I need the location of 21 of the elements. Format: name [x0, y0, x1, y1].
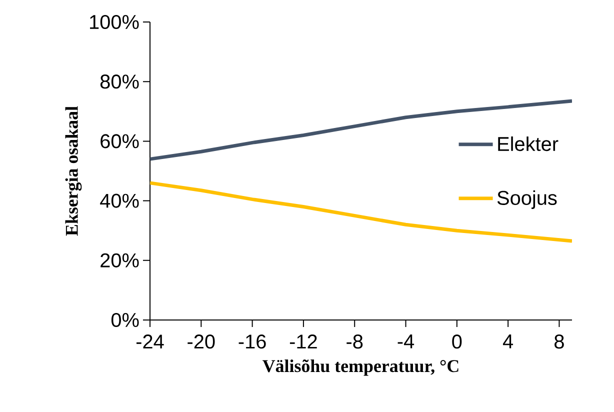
y-tick-label: 80%: [100, 74, 139, 89]
y-tick-label: 20%: [100, 253, 139, 268]
x-tick-label: -12: [290, 334, 317, 348]
x-tick-label: 8: [554, 334, 564, 349]
y-tick-label: 0%: [111, 312, 139, 328]
x-tick-label: 4: [502, 334, 514, 348]
x-tick-label: -4: [398, 334, 414, 348]
y-axis-title: Eksergia osakaal: [65, 106, 82, 236]
y-tick-label: 40%: [100, 194, 139, 208]
x-axis-title: Välisõhu temperatuur, °C: [262, 359, 458, 376]
legend-label: Soojus: [497, 190, 557, 209]
x-tick-label: 0: [452, 334, 462, 349]
line-series: [150, 99, 572, 161]
x-tick-label: -8: [346, 334, 363, 349]
x-tick-label: -16: [238, 334, 266, 349]
line-series: [150, 181, 572, 243]
y-tick-label: 60%: [100, 134, 139, 148]
legend-label: Elekter: [498, 136, 558, 152]
y-tick-label: 100%: [90, 14, 139, 30]
x-tick-label: -20: [188, 334, 215, 349]
x-tick-label: -24: [136, 334, 164, 348]
